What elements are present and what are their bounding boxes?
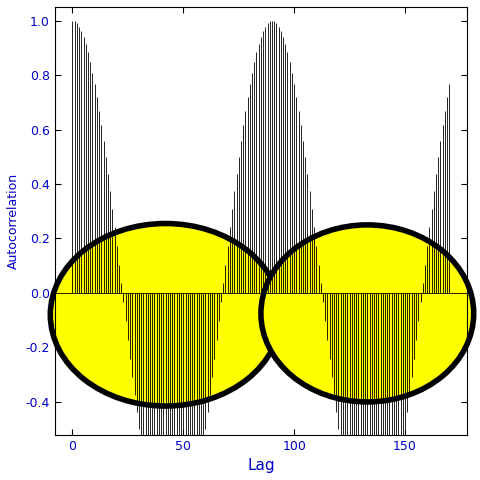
X-axis label: Lag: Lag bbox=[247, 458, 275, 473]
Y-axis label: Autocorrelation: Autocorrelation bbox=[7, 173, 20, 269]
Ellipse shape bbox=[261, 225, 474, 402]
Ellipse shape bbox=[50, 224, 281, 406]
